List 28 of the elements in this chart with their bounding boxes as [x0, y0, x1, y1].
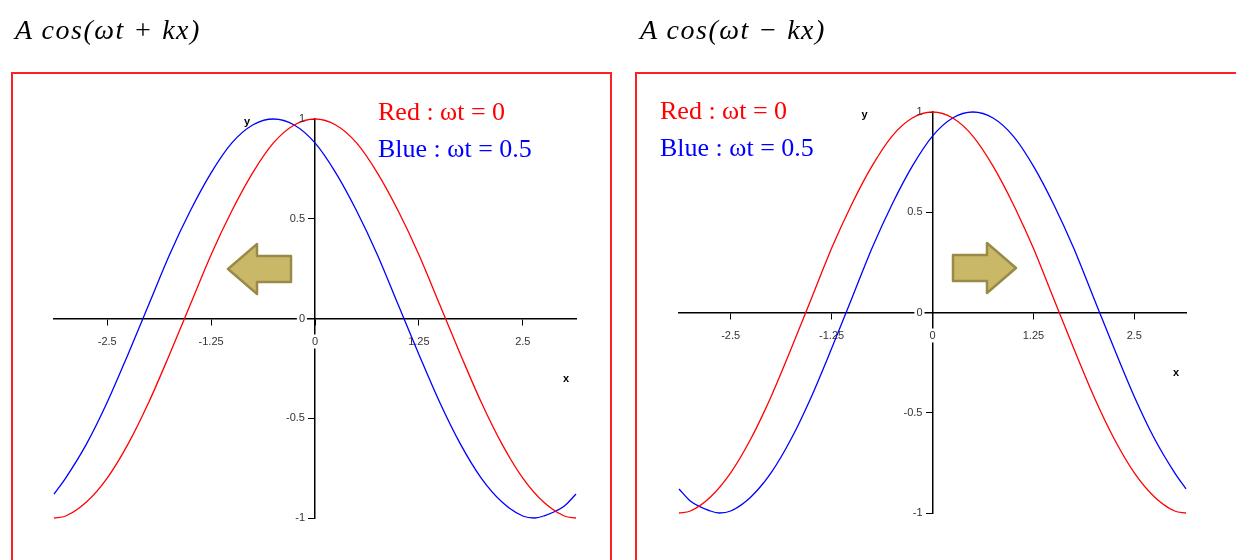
y-tick-label: 0.5: [289, 211, 305, 224]
x-tick-label: 0: [311, 334, 319, 347]
y-tick-label: 0.5: [907, 205, 923, 218]
y-tick-label: 0: [298, 311, 305, 324]
x-tick-label: 2.5: [515, 334, 531, 347]
y-tick-label: -1: [295, 511, 305, 524]
text: Blue : ωt = 0.5: [660, 133, 814, 162]
y-tick-label: 0: [916, 305, 923, 318]
chart-title: A cos(ωt − kx): [640, 13, 826, 47]
x-axis-title: x: [1172, 365, 1180, 378]
x-axis-title: x: [562, 371, 570, 384]
chart-title: A cos(ωt + kx): [15, 13, 201, 47]
y-axis-title: y: [861, 108, 869, 121]
x-tick-label: 0: [929, 328, 936, 341]
x-tick-label: 1.25: [1022, 328, 1045, 341]
y-tick-label: 1: [298, 112, 305, 125]
y-axis-title: y: [243, 115, 251, 128]
x-tick-label: -2.5: [721, 328, 741, 341]
y-tick-label: -1: [912, 506, 923, 519]
x-tick-label: -2.5: [97, 334, 117, 347]
series-label: Blue : ωt = 0.5: [378, 134, 532, 163]
x-tick-label: 2.5: [1126, 328, 1142, 341]
y-tick-label: -0.5: [286, 411, 305, 424]
y-tick-label: 1: [916, 105, 923, 118]
y-tick-label: -0.5: [903, 405, 923, 418]
series-label: Red : ωt = 0: [378, 97, 506, 126]
text: Red : ωt = 0: [660, 96, 788, 125]
x-tick-label: -1.25: [198, 334, 224, 347]
